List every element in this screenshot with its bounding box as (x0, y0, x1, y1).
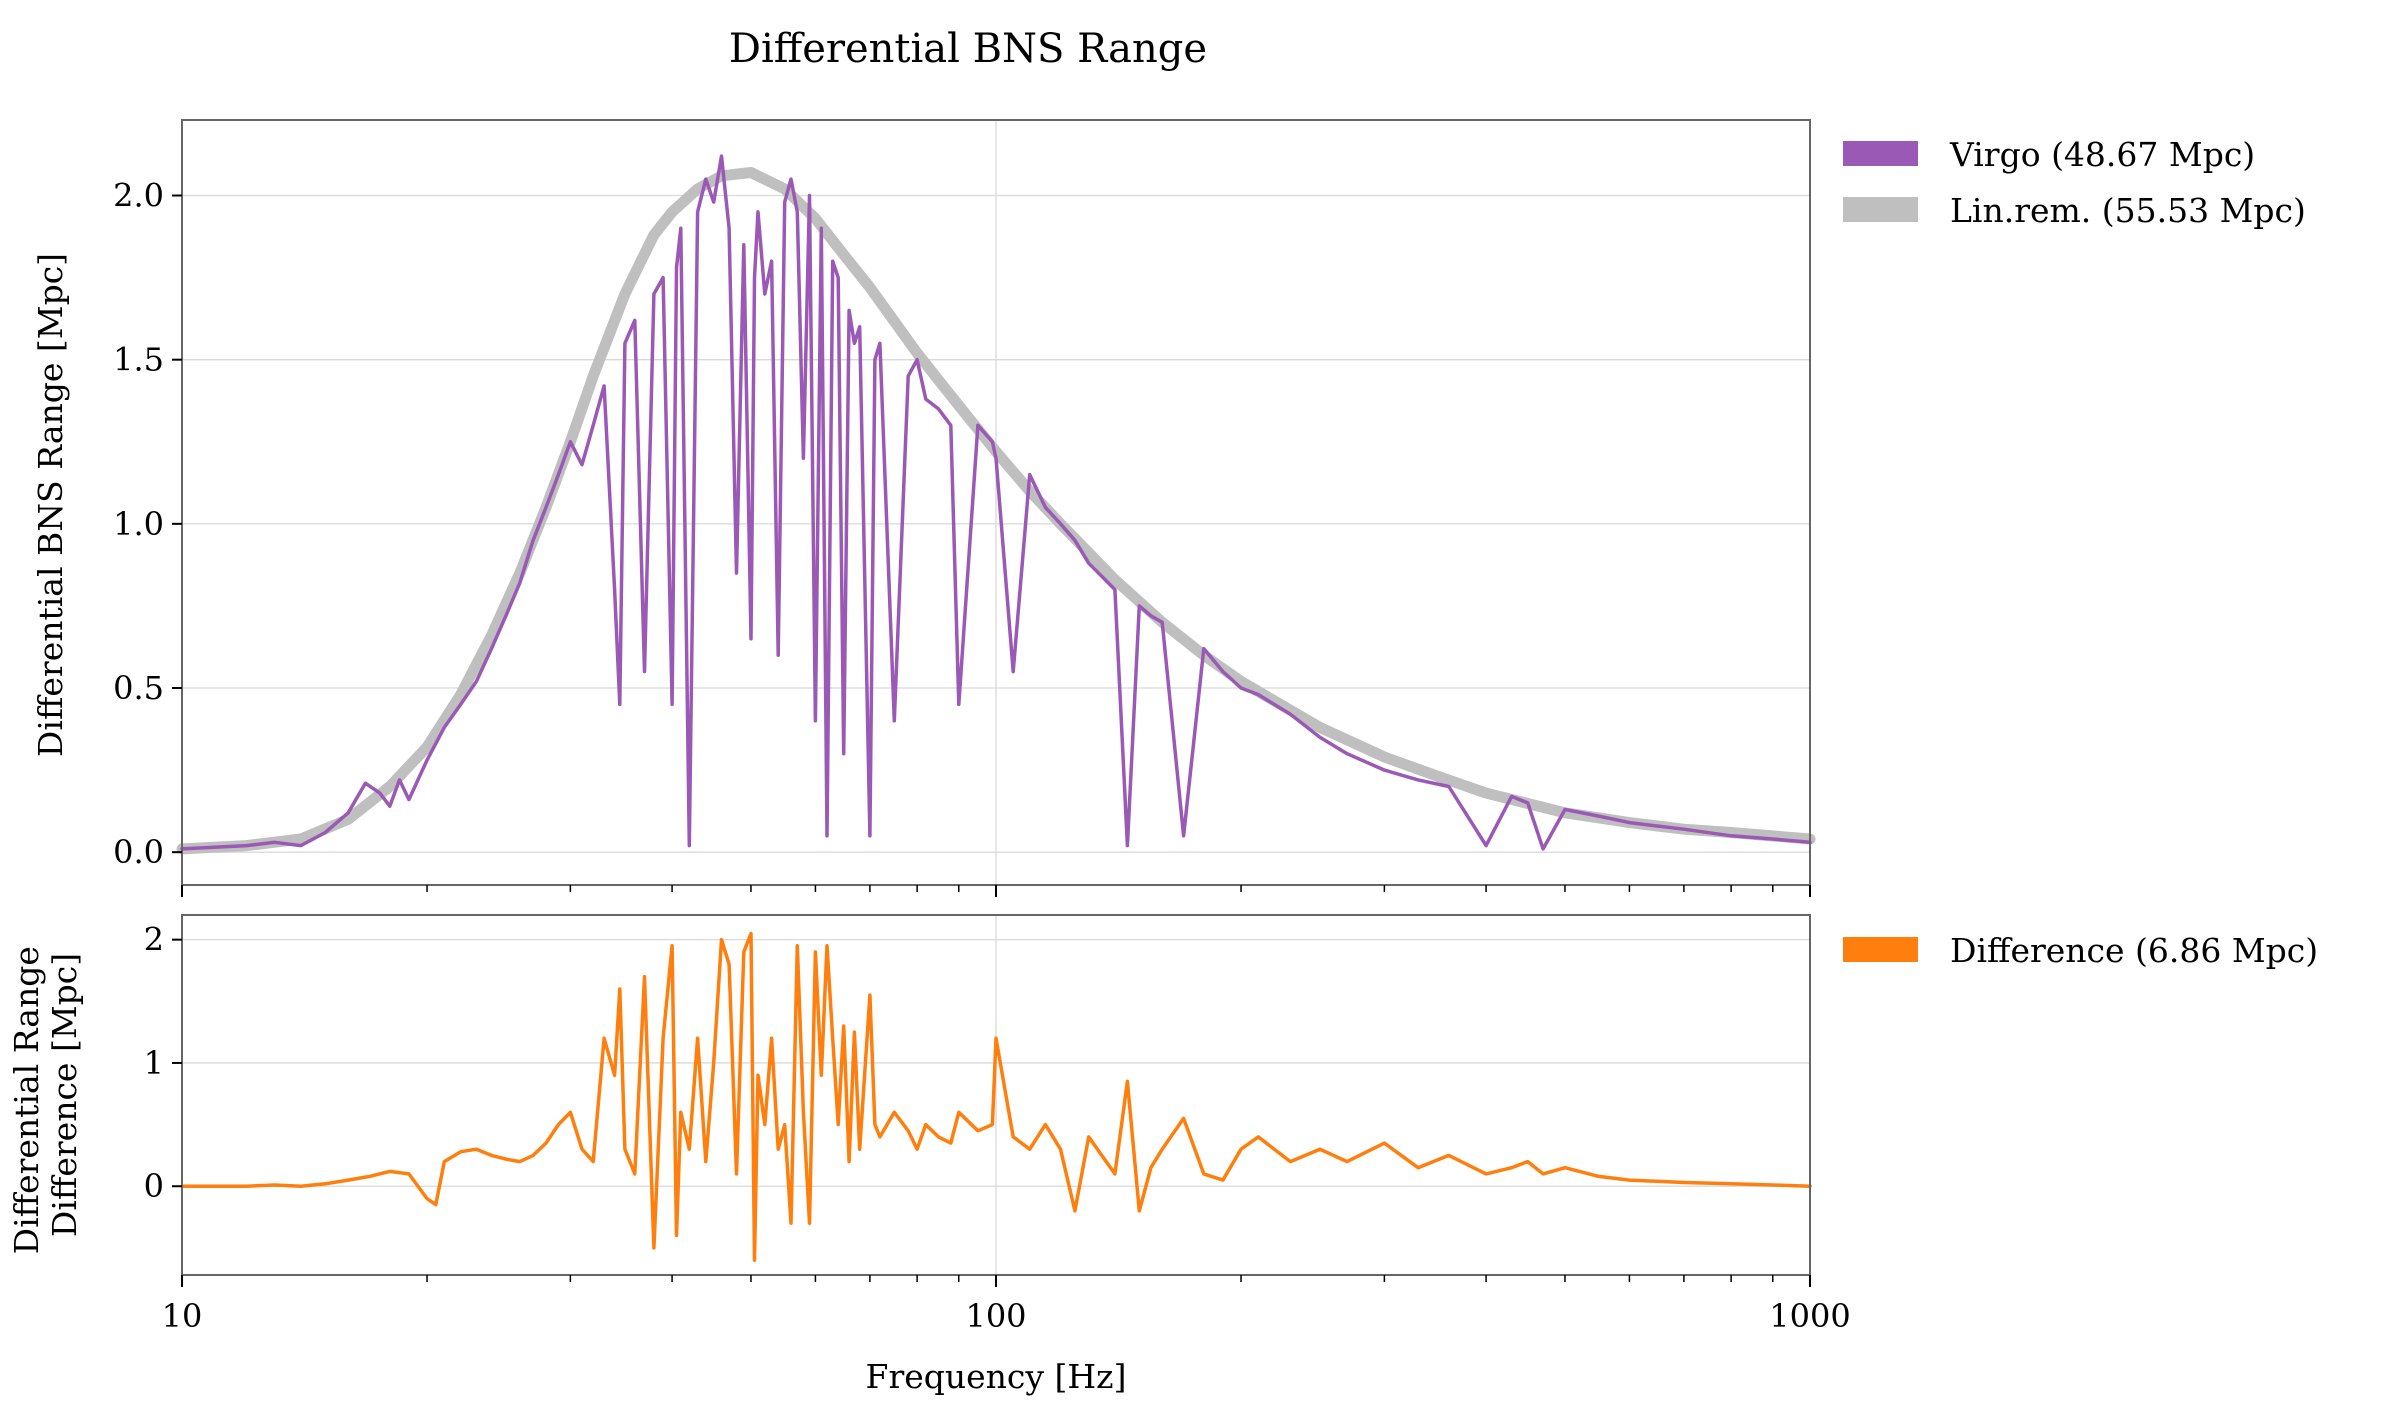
top-y-axis-label: Differential BNS Range [Mpc] (31, 253, 70, 757)
top-ytick-label-2: 1.0 (113, 505, 164, 543)
series-line-virgo-48-67-mpc (180, 154, 1812, 851)
bottom-xtick-label-2: 1000 (1769, 1297, 1850, 1335)
bottom-y-axis-label: Differential Range Difference [Mpc] (7, 936, 84, 1255)
bottom-grid (182, 915, 1810, 1275)
top-ytick-label-3: 1.5 (113, 341, 164, 379)
top-plot-area (176, 154, 1816, 855)
legend-label-virgo: Virgo (48.67 Mpc) (1949, 135, 2255, 174)
bottom-y-axis-label-line1: Differential Range (7, 946, 46, 1254)
legend-swatch-linrem (1843, 197, 1918, 222)
bottom-xtick-label-1: 100 (965, 1297, 1026, 1335)
bottom-legend: Difference (6.86 Mpc) (1843, 931, 2318, 970)
x-axis-label: Frequency [Hz] (866, 1357, 1127, 1396)
top-ytick-label-1: 0.5 (113, 669, 164, 707)
legend-swatch-difference (1843, 937, 1918, 962)
top-ticks: 0.0 0.5 1.0 1.5 2.0 (113, 177, 1811, 897)
bottom-plot-area (180, 931, 1812, 1262)
bottom-xtick-label-0: 10 (162, 1297, 203, 1335)
legend-swatch-virgo (1843, 141, 1918, 166)
bottom-ytick-label-2: 2 (144, 921, 164, 959)
bottom-ytick-label-1: 1 (144, 1044, 164, 1082)
top-grid (182, 120, 1810, 885)
chart-title: Differential BNS Range (729, 26, 1207, 72)
legend-label-difference: Difference (6.86 Mpc) (1950, 931, 2318, 970)
series-line-lin-rem-55-53-mpc (176, 167, 1816, 855)
bottom-y-axis-label-line2: Difference [Mpc] (45, 953, 84, 1237)
top-legend: Virgo (48.67 Mpc) Lin.rem. (55.53 Mpc) (1843, 135, 2306, 230)
top-ytick-label-4: 2.0 (113, 177, 164, 215)
bottom-ticks: 0 1 2 10 100 1000 (144, 921, 1851, 1335)
legend-label-linrem: Lin.rem. (55.53 Mpc) (1950, 191, 2306, 230)
top-ytick-label-0: 0.0 (113, 833, 164, 871)
bottom-ytick-label-0: 0 (144, 1167, 164, 1205)
series-line-difference-6-86-mpc (180, 931, 1812, 1262)
